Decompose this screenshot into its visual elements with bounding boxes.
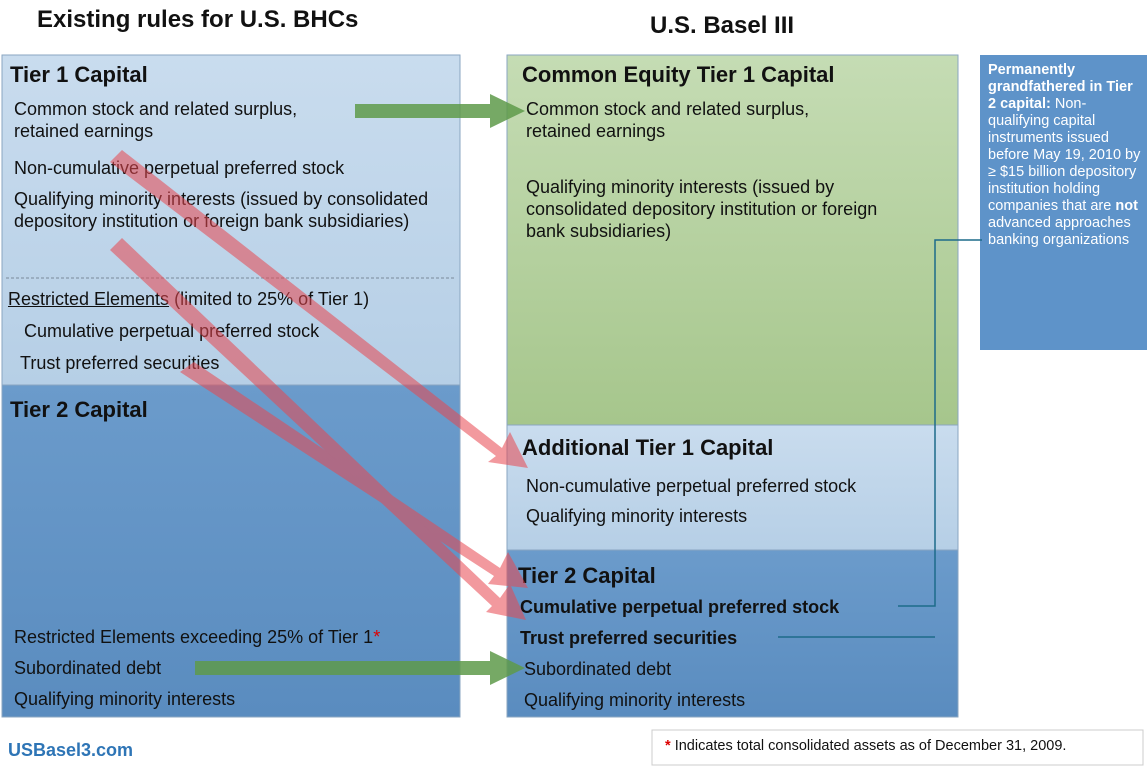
lead: Permanently grandfathered in Tier 2 capi… [988, 62, 1133, 112]
right-title: U.S. Basel III [650, 12, 795, 39]
restricted-note: (limited to 25% of Tier 1) [174, 289, 370, 309]
item: Non-cumulative perpetual preferred stock [14, 158, 345, 178]
heading: Common Equity Tier 1 Capital [522, 62, 835, 87]
item: Qualifying minority interests (issued by… [14, 189, 429, 231]
item: Trust preferred securities [520, 628, 738, 648]
heading: Tier 2 Capital [10, 397, 148, 422]
item: Restricted Elements (limited to 25% of T… [8, 288, 369, 310]
item: Subordinated debt [14, 658, 162, 678]
item: Qualifying minority interests [14, 689, 236, 709]
item: Restricted Elements exceeding 25% of Tie… [14, 626, 380, 648]
item: Qualifying minority interests [526, 506, 748, 526]
item: Cumulative perpetual preferred stock [24, 321, 320, 341]
text: advanced approaches banking organization… [988, 215, 1131, 248]
left-title: Existing rules for U.S. BHCs [37, 6, 359, 33]
item: Common stock and related surplus, retain… [526, 99, 810, 141]
at1-box [506, 424, 959, 551]
sidebar-text: Permanently grandfathered in Tier 2 capi… [988, 62, 1141, 249]
text: Non-qualifying capital instruments issue… [988, 96, 1141, 214]
note: * Indicates total consolidated assets as… [665, 738, 1066, 754]
item: Common stock and related surplus, retain… [14, 99, 298, 141]
cet1-box [506, 54, 959, 426]
asterisk: * [373, 627, 381, 647]
item: Trust preferred securities [20, 353, 220, 373]
heading: Additional Tier 1 Capital [522, 435, 774, 460]
asterisk: * [665, 738, 671, 754]
restricted-label: Restricted Elements exceeding 25% of Tie… [14, 627, 374, 647]
right-tier2-box [506, 549, 959, 718]
emphasis: not [1115, 198, 1138, 214]
restricted-label: Restricted Elements [8, 289, 170, 309]
item: Non-cumulative perpetual preferred stock [526, 476, 857, 496]
sidebar-box [980, 55, 1147, 350]
item: Qualifying minority interests [524, 690, 746, 710]
note-box [651, 729, 1144, 766]
heading: Tier 2 Capital [518, 563, 656, 588]
item: Cumulative perpetual preferred stock [520, 597, 840, 617]
heading: Tier 1 Capital [10, 62, 148, 87]
item: Qualifying minority interests (issued by… [526, 177, 878, 241]
site: USBasel3.com [8, 740, 134, 760]
note-text: Indicates total consolidated assets as o… [674, 738, 1067, 754]
item: Subordinated debt [524, 659, 672, 679]
connector [898, 239, 982, 607]
